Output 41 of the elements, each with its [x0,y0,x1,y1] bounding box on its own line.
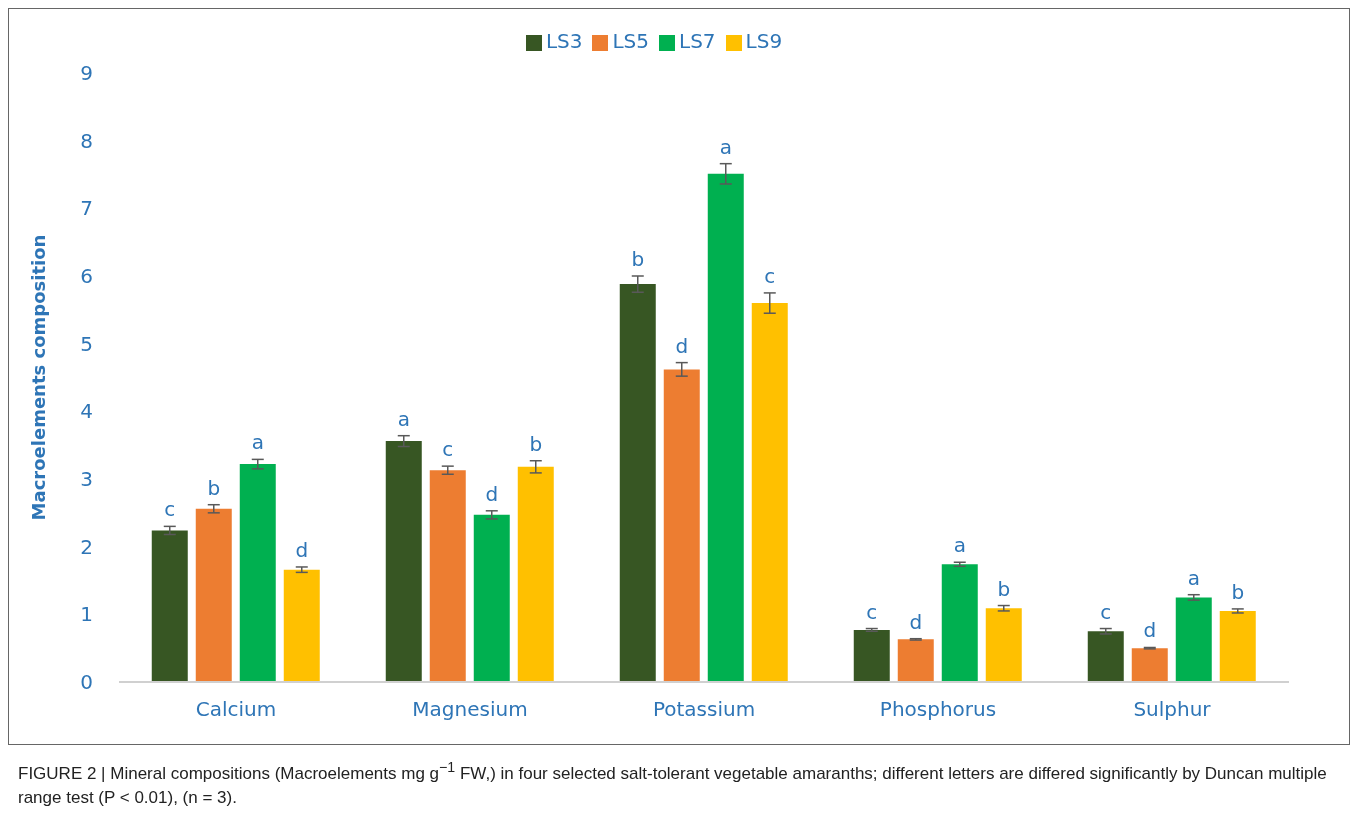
y-tick-label: 0 [80,670,93,695]
data-label: d [675,333,689,358]
data-label: a [1187,565,1200,590]
legend-label: LS7 [679,29,716,53]
data-label: c [764,263,776,288]
y-axis-title: Macroelements composition [28,234,50,521]
data-label: a [953,533,966,558]
data-label: a [719,134,732,159]
y-tick-label: 2 [80,534,93,559]
data-label: b [1231,579,1245,604]
data-label: c [1100,599,1112,624]
x-tick-label: Potassium [652,697,756,722]
y-tick-label: 8 [80,128,93,153]
y-tick-label: 5 [80,331,93,356]
data-label: b [207,475,221,500]
x-tick-label: Sulphur [1133,697,1212,722]
y-tick-label: 3 [80,467,93,492]
data-label: d [295,537,309,562]
data-label: d [909,609,923,634]
data-label: d [1143,618,1157,643]
data-label: d [485,481,499,506]
data-label: b [529,431,543,456]
y-tick-label: 6 [80,264,93,289]
legend-label: LS9 [745,29,783,53]
data-label: a [397,406,410,431]
data-label: c [164,497,176,522]
legend-label: LS3 [545,29,583,53]
legend-label: LS5 [612,29,649,53]
data-label: c [866,599,878,624]
x-tick-label: Phosphorus [879,697,997,722]
data-label: b [997,576,1011,601]
y-tick-label: 9 [80,61,93,86]
y-tick-label: 7 [80,196,93,221]
text: FIGURE 2 | Mineral compositions (Macroelements mg g$^{−1}$ FW,) in four selected salt-tolerant vegetable amaranths; different letters are differed significantly by Duncan multiple range test (P < 0.01), (n = 3). [18,759,1327,807]
data-label: a [251,430,264,455]
data-label: b [631,246,645,271]
x-tick-label: Magnesium [412,697,528,722]
y-tick-label: 1 [80,602,93,627]
x-tick-label: Calcium [195,697,277,722]
y-tick-label: 4 [80,399,93,424]
data-label: c [442,437,454,462]
